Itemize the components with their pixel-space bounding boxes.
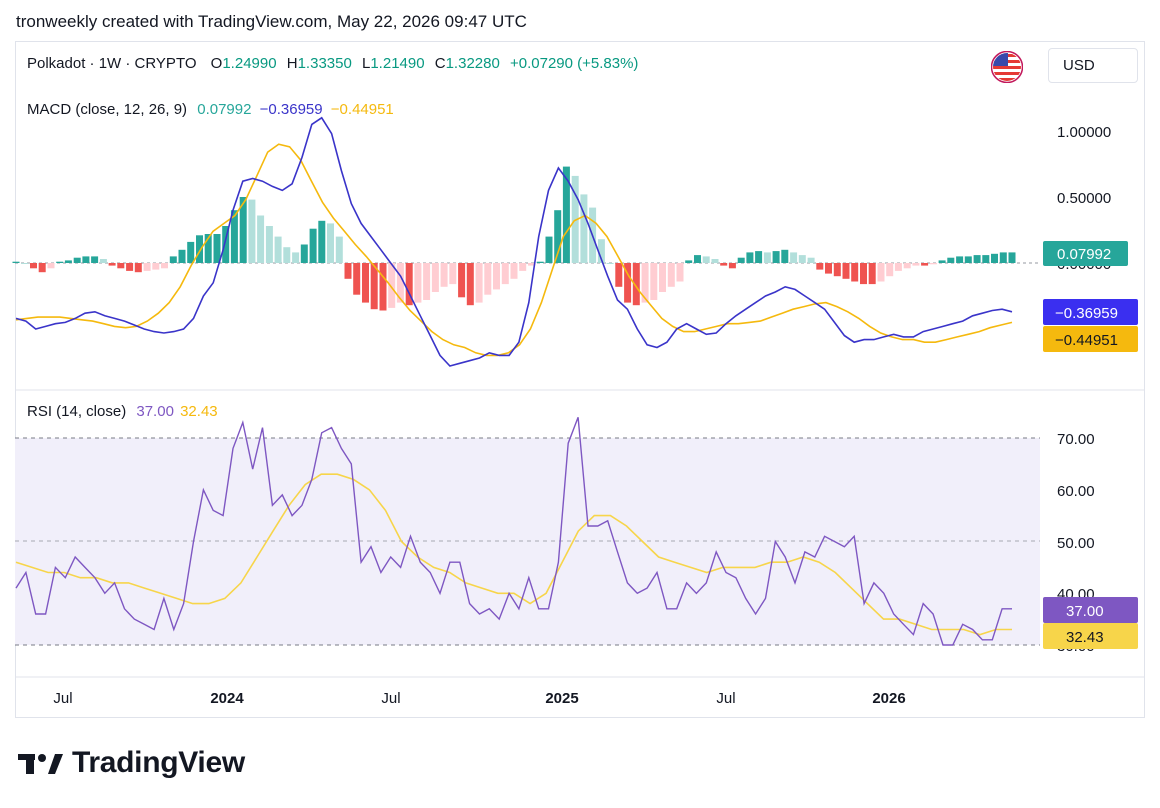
high-label: H — [286, 55, 298, 72]
macd-signal-value: −0.44951 — [330, 101, 394, 118]
us-flag-icon[interactable] — [991, 51, 1023, 83]
macd-legend[interactable]: MACD (close, 12, 26, 9) 0.07992 −0.36959… — [27, 101, 394, 118]
macd-title: MACD (close, 12, 26, 9) — [27, 101, 188, 118]
low-label: L — [362, 55, 371, 72]
attribution-header: tronweekly created with TradingView.com,… — [16, 12, 527, 31]
macd-hist-value: 0.07992 — [197, 101, 252, 118]
low-value: 1.21490 — [370, 55, 425, 72]
tradingview-logo-icon — [18, 754, 63, 774]
rsi-ma-value: 32.43 — [180, 403, 218, 420]
symbol-legend[interactable]: Polkadot · 1W · CRYPTO O1.24990 H1.33350… — [27, 55, 638, 72]
macd-line-value: −0.36959 — [259, 101, 323, 118]
chart-frame — [15, 41, 1145, 718]
tradingview-wordmark: TradingView — [72, 746, 245, 779]
open-label: O — [210, 55, 223, 72]
close-value: 1.32280 — [445, 55, 500, 72]
high-value: 1.33350 — [297, 55, 352, 72]
rsi-value: 37.00 — [136, 403, 174, 420]
open-value: 1.24990 — [222, 55, 277, 72]
rsi-legend[interactable]: RSI (14, close) 37.00 32.43 — [27, 403, 218, 420]
rsi-title: RSI (14, close) — [27, 403, 127, 420]
close-label: C — [434, 55, 446, 72]
tradingview-logo[interactable]: TradingView — [18, 743, 245, 783]
currency-selector[interactable]: USD — [1048, 48, 1138, 83]
change-value: +0.07290 (+5.83%) — [510, 55, 639, 72]
symbol-name[interactable]: Polkadot · 1W · CRYPTO — [27, 55, 197, 72]
